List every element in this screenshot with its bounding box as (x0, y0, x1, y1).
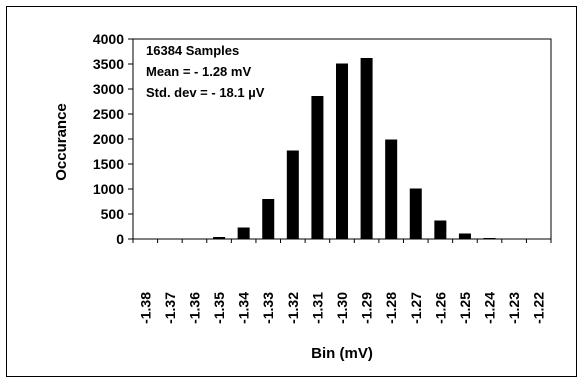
histogram-bar (213, 237, 226, 239)
histogram-bar (458, 233, 471, 239)
histogram-bar (385, 139, 398, 239)
x-tick-label: -1.27 (408, 292, 424, 324)
histogram-bar (360, 58, 373, 239)
x-tick-label: -1.36 (186, 292, 202, 324)
histogram-bar (286, 150, 299, 239)
x-tick-label: -1.31 (309, 292, 325, 324)
x-axis-title: Bin (mV) (311, 345, 373, 362)
histogram-bar (409, 188, 422, 239)
histogram-bar (483, 238, 496, 239)
histogram-bar (434, 220, 447, 239)
y-tick-label: 1500 (93, 156, 124, 172)
annotation-samples: 16384 Samples (146, 43, 239, 58)
x-tick-label: -1.30 (334, 292, 350, 324)
x-tick-label: -1.28 (383, 292, 399, 324)
histogram-bar (336, 63, 348, 239)
x-tick-label: -1.35 (211, 292, 227, 324)
x-tick-label: -1.33 (260, 292, 276, 324)
x-tick-label: -1.29 (359, 292, 375, 324)
x-tick-label: -1.26 (432, 292, 448, 324)
histogram-bar (237, 227, 250, 239)
y-tick-label: 2500 (93, 106, 124, 122)
y-tick-label: 1000 (93, 181, 124, 197)
y-tick-label: 0 (116, 231, 124, 247)
x-tick-label: -1.34 (236, 292, 252, 324)
y-tick-label: 3500 (93, 56, 124, 72)
y-axis-title: Occurance (53, 103, 70, 181)
x-tick-label: -1.24 (482, 292, 498, 324)
histogram-bar (311, 96, 324, 239)
x-tick-label: -1.37 (162, 292, 178, 324)
y-tick-label: 4000 (93, 31, 124, 47)
annotation-std-dev: Std. dev = - 18.1 µV (146, 85, 265, 100)
x-tick-label: -1.25 (457, 292, 473, 324)
y-tick-label: 3000 (93, 81, 124, 97)
x-tick-label: -1.38 (137, 292, 153, 324)
annotation-mean: Mean = - 1.28 mV (146, 64, 251, 79)
x-tick-label: -1.22 (531, 292, 547, 324)
chart-frame (6, 6, 577, 377)
histogram-bar (262, 199, 275, 239)
y-tick-label: 500 (101, 206, 125, 222)
x-tick-label: -1.23 (506, 292, 522, 324)
annotation-box: 16384 Samples Mean = - 1.28 mV Std. dev … (146, 43, 265, 100)
x-tick-label: -1.32 (285, 292, 301, 324)
y-tick-label: 2000 (93, 131, 124, 147)
